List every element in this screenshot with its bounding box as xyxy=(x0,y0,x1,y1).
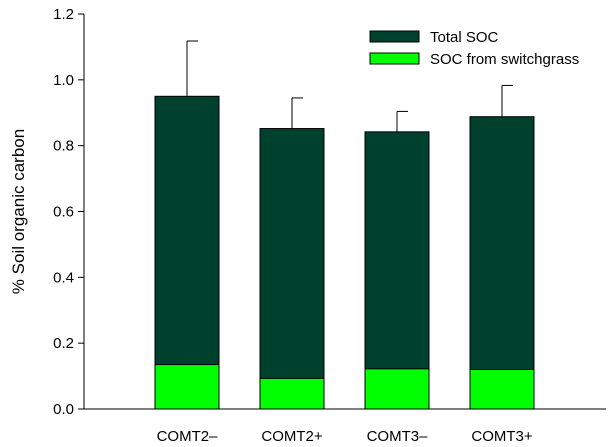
legend: Total SOC SOC from switchgrass xyxy=(369,29,579,68)
y-tick-label: 0.6 xyxy=(53,204,74,221)
y-ticks: 0.0 0.2 0.4 0.6 0.8 1.0 1.2 xyxy=(53,6,84,418)
y-tick-label: 0.8 xyxy=(53,138,74,155)
legend-label-total-soc: Total SOC xyxy=(430,29,499,46)
legend-label-soc-from-switchgrass: SOC from switchgrass xyxy=(430,51,579,68)
bars xyxy=(154,95,535,410)
bar-soc-from-switchgrass-comt3 xyxy=(469,369,535,410)
x-tick-label-comt2: COMT2+ xyxy=(261,428,323,445)
y-tick-label: 1.2 xyxy=(53,6,74,23)
bar-soc-from-switchgrass-comt2 xyxy=(259,377,325,410)
x-tick-labels: COMT2– COMT2+ COMT3– COMT3+ xyxy=(157,428,533,445)
legend-swatch-total-soc xyxy=(369,30,420,43)
y-tick-label: 1.0 xyxy=(53,72,74,89)
legend-swatch-soc-from-switchgrass xyxy=(369,52,420,65)
bar-total-soc-comt2 xyxy=(154,95,220,410)
y-tick-label: 0.4 xyxy=(53,269,74,286)
y-tick-label: 0.0 xyxy=(53,401,74,418)
bar-total-soc-comt3 xyxy=(469,116,535,410)
bar-total-soc-comt2 xyxy=(259,128,325,410)
y-tick-label: 0.2 xyxy=(53,335,74,352)
bar-soc-from-switchgrass-comt3 xyxy=(364,368,430,410)
x-tick-label-comt3: COMT3+ xyxy=(471,428,533,445)
bar-soc-from-switchgrass-comt2 xyxy=(154,364,220,410)
x-tick-label-comt3: COMT3– xyxy=(367,428,429,445)
error-bars xyxy=(186,40,513,132)
y-axis-label: % Soil organic carbon xyxy=(9,129,28,294)
x-tick-label-comt2: COMT2– xyxy=(157,428,219,445)
bar-total-soc-comt3 xyxy=(364,131,430,410)
